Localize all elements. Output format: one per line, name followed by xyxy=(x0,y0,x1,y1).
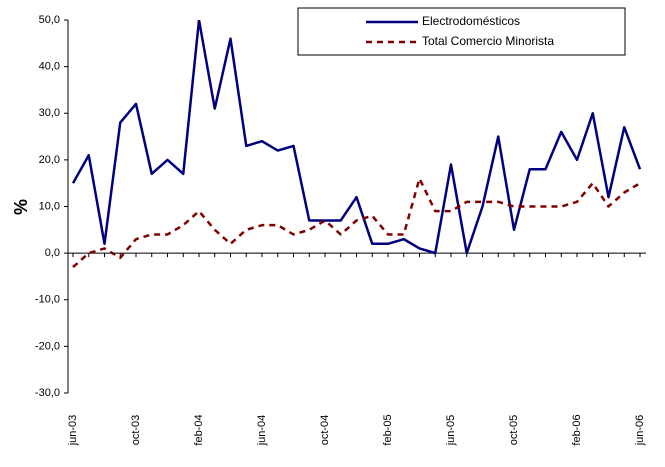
y-tick-label: 40,0 xyxy=(39,61,60,73)
x-tick-label: oct-03 xyxy=(130,415,142,446)
y-tick-label: -10,0 xyxy=(35,294,60,306)
legend-label: Electrodomésticos xyxy=(422,14,520,28)
legend-box xyxy=(297,7,626,56)
series-line xyxy=(72,177,641,269)
y-tick-label: -30,0 xyxy=(35,387,60,399)
x-tick-label: oct-04 xyxy=(319,415,331,446)
y-tick-label: 10,0 xyxy=(39,200,60,212)
y-tick-label: 0,0 xyxy=(45,247,60,259)
y-tick-label: 30,0 xyxy=(39,107,60,119)
series-line xyxy=(71,20,642,255)
y-axis-label: % xyxy=(11,199,31,215)
plot-area xyxy=(71,20,642,269)
y-tick-label: -20,0 xyxy=(35,340,60,352)
x-tick-label: feb-05 xyxy=(382,414,394,445)
x-tick-label: jun-06 xyxy=(634,415,646,447)
x-tick-label: jun-03 xyxy=(67,415,79,447)
x-tick-label: feb-06 xyxy=(571,414,583,445)
x-tick-label: jun-05 xyxy=(445,415,457,447)
y-tick-label: 50,0 xyxy=(39,14,60,26)
legend-label: Total Comercio Minorista xyxy=(422,34,554,48)
x-tick-label: jun-04 xyxy=(256,415,268,447)
x-tick-label: feb-04 xyxy=(193,414,205,445)
x-tick-label: oct-05 xyxy=(508,415,520,446)
y-tick-label: 20,0 xyxy=(39,154,60,166)
